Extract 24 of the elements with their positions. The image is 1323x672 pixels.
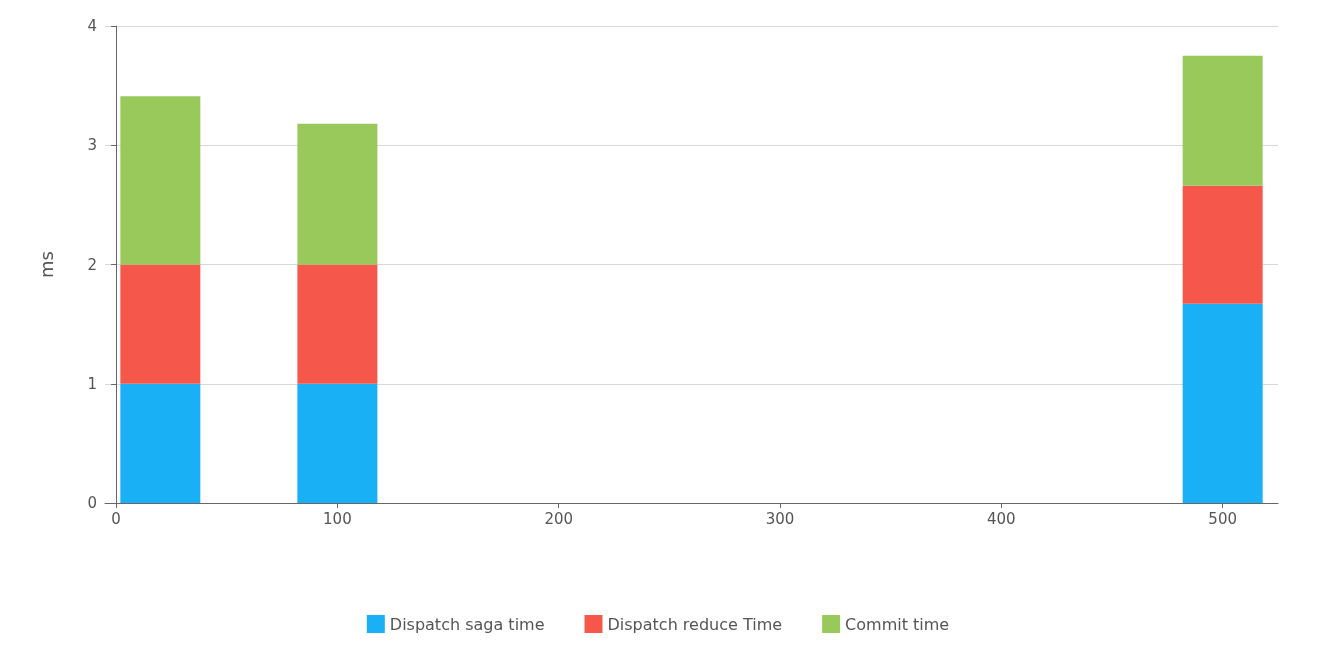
bar bbox=[120, 264, 201, 384]
y-axis-title: ms bbox=[35, 251, 57, 278]
bar bbox=[1182, 303, 1263, 503]
bar bbox=[120, 96, 201, 265]
x-tick-label: 200 bbox=[544, 509, 574, 528]
y-tick-label: 3 bbox=[87, 136, 97, 155]
y-tick-label: 1 bbox=[87, 374, 97, 393]
bar bbox=[120, 383, 201, 503]
bar bbox=[297, 383, 378, 503]
x-tick-label: 0 bbox=[111, 509, 121, 528]
y-tick-label: 2 bbox=[87, 255, 97, 274]
y-tick-label: 0 bbox=[87, 494, 97, 512]
bar bbox=[1182, 55, 1263, 186]
x-tick-label: 400 bbox=[987, 509, 1016, 528]
x-tick-label: 300 bbox=[765, 509, 795, 528]
legend-label: Dispatch reduce Time bbox=[607, 614, 783, 634]
bar bbox=[297, 123, 378, 265]
legend-label: Dispatch saga time bbox=[389, 614, 545, 634]
legend-label: Commit time bbox=[845, 614, 950, 634]
x-tick-label: 500 bbox=[1208, 509, 1237, 528]
bar bbox=[1182, 185, 1263, 304]
x-tick-label: 100 bbox=[323, 509, 352, 528]
bar bbox=[297, 264, 378, 384]
y-tick-label: 4 bbox=[87, 17, 97, 35]
